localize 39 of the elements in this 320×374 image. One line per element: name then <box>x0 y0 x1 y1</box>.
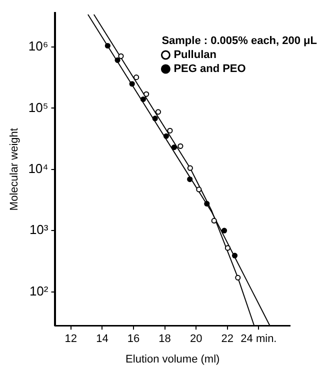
y-axis-title: Molecular weight <box>8 128 21 211</box>
point <box>187 165 193 171</box>
point <box>221 228 228 234</box>
legend-label: Pullulan <box>174 49 217 62</box>
x-tick-label: 22 <box>221 333 234 346</box>
point <box>211 218 217 224</box>
point <box>129 81 135 87</box>
point <box>167 128 173 134</box>
point <box>204 200 210 207</box>
x-tick-label: 20 <box>190 333 202 346</box>
y-tick-label: 10³ <box>29 222 49 238</box>
legend-title: Sample : 0.005% each, 200 μL <box>162 35 318 48</box>
point <box>104 42 110 49</box>
x-tick-label: 24 min. <box>240 333 277 346</box>
point <box>134 74 140 80</box>
point <box>163 133 170 139</box>
point <box>140 96 146 102</box>
x-axis-title: Elution volume (ml) <box>126 353 220 366</box>
point <box>118 53 124 59</box>
point <box>114 57 120 63</box>
y-tick-label: 10² <box>29 283 49 298</box>
x-tick-label: 12 <box>64 333 78 346</box>
point <box>144 91 150 97</box>
point <box>152 116 158 122</box>
x-tick-label: 14 <box>96 333 108 346</box>
point <box>232 252 238 258</box>
point <box>224 245 231 251</box>
legend-label: PEG and PEO <box>174 63 246 76</box>
point <box>171 144 177 150</box>
point <box>196 186 202 192</box>
point <box>235 274 241 280</box>
y-tick-label: 10⁴ <box>28 160 48 176</box>
x-tick-label: 18 <box>158 333 171 346</box>
point <box>155 109 162 115</box>
x-tick-label: 16 <box>127 333 140 346</box>
point <box>187 176 193 182</box>
y-tick-label: 10⁵ <box>28 100 48 115</box>
point <box>178 143 184 149</box>
y-tick-label: 10⁶ <box>28 38 48 54</box>
